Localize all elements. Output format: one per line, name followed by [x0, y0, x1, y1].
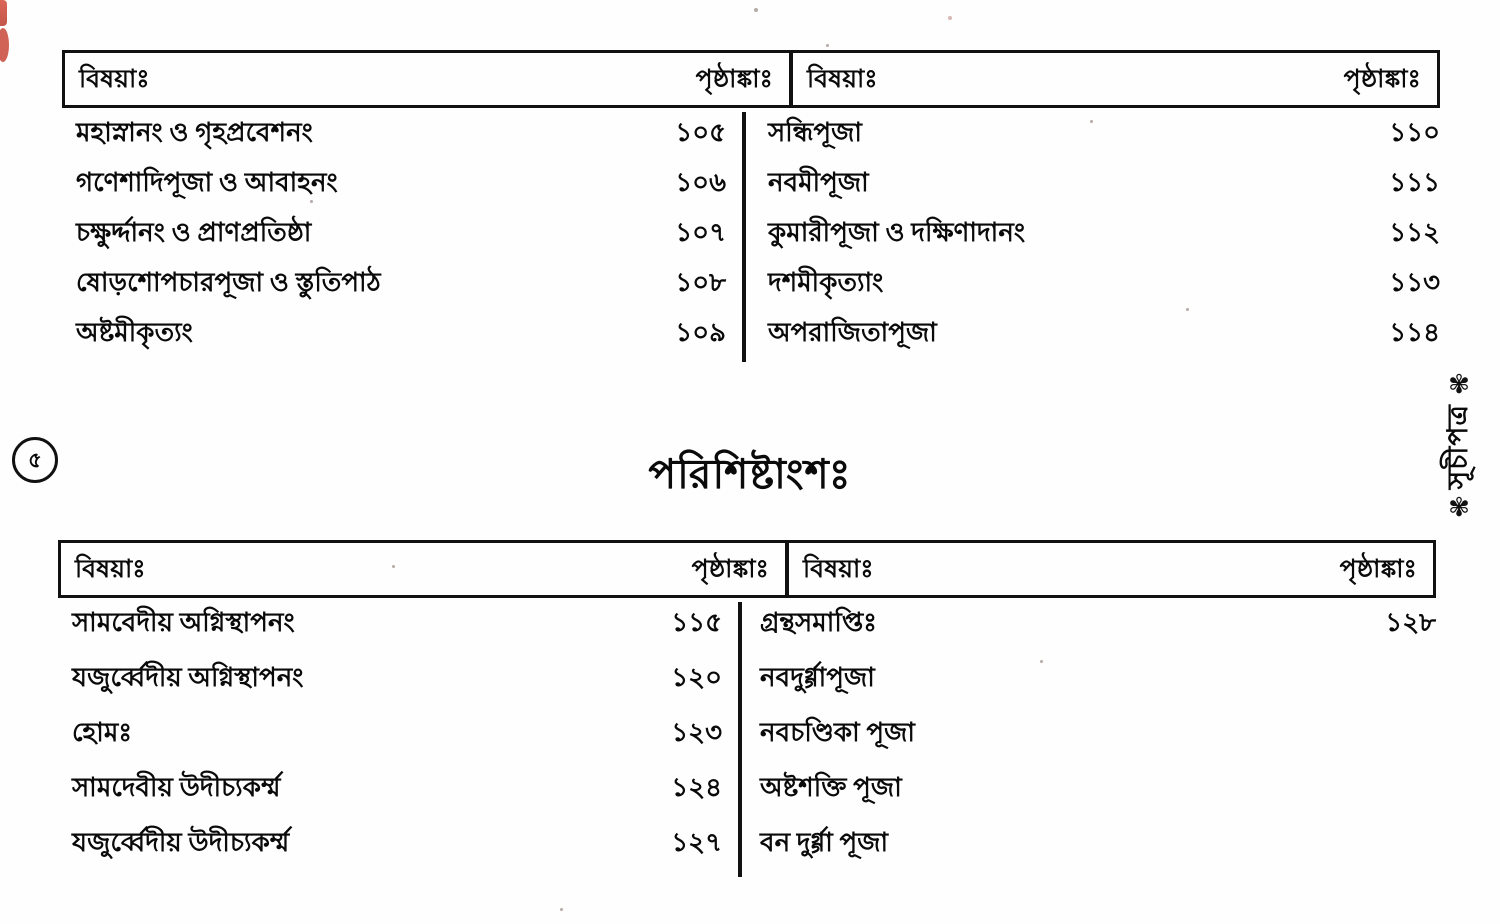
toc-table-body: সামবেদীয় অগ্নিস্থাপনং ১১৫ যজুর্ব্বেদীয়…	[58, 598, 1436, 877]
header-subject-right: বিষয়াঃ	[807, 65, 878, 93]
table-row: সামবেদীয় অগ্নিস্থাপনং ১১৫	[58, 602, 738, 657]
table-row: হোমঃ ১২৩	[58, 712, 738, 767]
row-subject: গ্রন্থসমাপ্তিঃ	[760, 608, 878, 637]
toc-column-right: গ্রন্থসমাপ্তিঃ ১২৮ নবদুর্গ্গাপূজা নবচণ্ড…	[742, 602, 1436, 877]
scan-speck	[1040, 660, 1043, 663]
toc-table-header-row: বিষয়াঃ পৃষ্ঠাঙ্কাঃ বিষয়াঃ পৃষ্ঠাঙ্কাঃ	[62, 50, 1440, 108]
section-heading: পরিশিষ্টাংশঃ	[648, 451, 852, 497]
table-row: মহাস্নানং ও গৃহপ্রবেশনং ১০৫	[62, 112, 742, 162]
header-subject-right: বিষয়াঃ	[803, 555, 874, 583]
row-subject: সামদেবীয় উদীচ্যকর্ম্ম	[72, 773, 281, 802]
row-subject: কুমারীপূজা ও দক্ষিণাদানং	[768, 218, 1026, 247]
row-page-number: ১০৭	[675, 218, 726, 247]
row-page-number: ১২৮	[1385, 608, 1436, 637]
row-page-number: ১১৩	[1389, 268, 1440, 297]
row-subject: সন্ধিপূজা	[768, 118, 863, 147]
table-row: যজুর্ব্বেদীয় উদীচ্যকর্ম্ম ১২৭	[58, 822, 738, 877]
header-page-left: পৃষ্ঠাঙ্কাঃ	[691, 555, 769, 583]
row-subject: বন দুর্গ্গা পূজা	[760, 828, 889, 857]
scan-speck	[392, 565, 395, 568]
running-head: ✾ সূচীপত্র ✾	[1430, 372, 1488, 521]
table-row: নবচণ্ডিকা পূজা	[760, 712, 1436, 767]
header-page-right: পৃষ্ঠাঙ্কাঃ	[1343, 65, 1421, 93]
header-subject-left: বিষয়াঃ	[79, 65, 150, 93]
table-row: অপরাজিতাপূজা ১১৪	[764, 312, 1440, 362]
toc-table-header-row: বিষয়াঃ পৃষ্ঠাঙ্কাঃ বিষয়াঃ পৃষ্ঠাঙ্কাঃ	[58, 540, 1436, 598]
page-folio-marker: ৫	[12, 437, 58, 483]
row-page-number: ১১৪	[1389, 318, 1440, 347]
header-page-left: পৃষ্ঠাঙ্কাঃ	[695, 65, 773, 93]
table-row: গণেশাদিপূজা ও আবাহনং ১০৬	[62, 162, 742, 212]
row-page-number: ১০৬	[675, 168, 726, 197]
row-subject: নবচণ্ডিকা পূজা	[760, 718, 915, 747]
table-row: গ্রন্থসমাপ্তিঃ ১২৮	[760, 602, 1436, 657]
row-subject: দশমীকৃত্যাং	[768, 268, 884, 297]
row-subject: নবদুর্গ্গাপূজা	[760, 663, 875, 692]
toc-column-left: সামবেদীয় অগ্নিস্থাপনং ১১৫ যজুর্ব্বেদীয়…	[58, 602, 738, 877]
row-page-number: ১০৮	[675, 268, 726, 297]
flower-ornament-icon: ✾	[1448, 493, 1470, 523]
scan-speck	[1090, 120, 1093, 123]
toc-table-bottom: বিষয়াঃ পৃষ্ঠাঙ্কাঃ বিষয়াঃ পৃষ্ঠাঙ্কাঃ …	[58, 540, 1436, 877]
scan-speck	[826, 44, 829, 47]
page-folio-number: ৫	[28, 447, 42, 472]
row-page-number: ১০৯	[675, 318, 726, 347]
table-row: বন দুর্গ্গা পূজা	[760, 822, 1436, 877]
row-subject: ষোড়শোপচারপূজা ও স্তুতিপাঠ	[76, 268, 381, 297]
row-page-number: ১১০	[1389, 118, 1440, 147]
row-subject: চক্ষুর্দ্দানং ও প্রাণপ্রতিষ্ঠা	[76, 218, 312, 247]
row-page-number: ১২৭	[671, 828, 722, 857]
row-subject: যজুর্ব্বেদীয় অগ্নিস্থাপনং	[72, 663, 304, 692]
row-page-number: ১১৫	[671, 608, 722, 637]
header-subject-left: বিষয়াঃ	[75, 555, 146, 583]
row-subject: সামবেদীয় অগ্নিস্থাপনং	[72, 608, 295, 637]
table-row: নবমীপূজা ১১১	[764, 162, 1440, 212]
table-row: অষ্টশক্তি পূজা	[760, 767, 1436, 822]
row-subject: যজুর্ব্বেদীয় উদীচ্যকর্ম্ম	[72, 828, 290, 857]
scan-speck	[1186, 308, 1189, 311]
table-row: চক্ষুর্দ্দানং ও প্রাণপ্রতিষ্ঠা ১০৭	[62, 212, 742, 262]
toc-column-left: মহাস্নানং ও গৃহপ্রবেশনং ১০৫ গণেশাদিপূজা …	[62, 112, 742, 362]
table-column-divider	[742, 112, 746, 362]
table-row: ষোড়শোপচারপূজা ও স্তুতিপাঠ ১০৮	[62, 262, 742, 312]
scan-speck	[560, 908, 563, 911]
table-row: অষ্টমীকৃত্যং ১০৯	[62, 312, 742, 362]
row-page-number: ১১২	[1389, 218, 1440, 247]
row-page-number: ১১১	[1389, 168, 1440, 197]
row-subject: নবমীপূজা	[768, 168, 869, 197]
row-page-number: ১২০	[671, 663, 722, 692]
table-column-divider	[738, 602, 742, 877]
table-row: যজুর্ব্বেদীয় অগ্নিস্থাপনং ১২০	[58, 657, 738, 712]
table-row: সামদেবীয় উদীচ্যকর্ম্ম ১২৪	[58, 767, 738, 822]
table-row: সন্ধিপূজা ১১০	[764, 112, 1440, 162]
toc-table-top: বিষয়াঃ পৃষ্ঠাঙ্কাঃ বিষয়াঃ পৃষ্ঠাঙ্কাঃ …	[62, 50, 1440, 362]
header-page-right: পৃষ্ঠাঙ্কাঃ	[1339, 555, 1417, 583]
flower-ornament-icon: ✾	[1448, 370, 1470, 399]
toc-column-right: সন্ধিপূজা ১১০ নবমীপূজা ১১১ কুমারীপূজা ও …	[746, 112, 1440, 362]
row-subject: হোমঃ	[72, 718, 133, 747]
scan-speck	[948, 16, 952, 20]
row-subject: অপরাজিতাপূজা	[768, 318, 937, 347]
header-column-divider	[785, 543, 789, 595]
row-subject: গণেশাদিপূজা ও আবাহনং	[76, 168, 338, 197]
row-subject: মহাস্নানং ও গৃহপ্রবেশনং	[76, 118, 313, 147]
toc-table-body: মহাস্নানং ও গৃহপ্রবেশনং ১০৫ গণেশাদিপূজা …	[62, 108, 1440, 362]
scan-edge-artifact	[0, 0, 7, 26]
table-row: দশমীকৃত্যাং ১১৩	[764, 262, 1440, 312]
row-page-number: ১২৩	[671, 718, 722, 747]
scan-speck	[754, 8, 758, 12]
header-column-divider	[789, 53, 793, 105]
row-subject: অষ্টশক্তি পূজা	[760, 773, 902, 802]
scan-edge-blob	[0, 28, 9, 62]
table-row: কুমারীপূজা ও দক্ষিণাদানং ১১২	[764, 212, 1440, 262]
row-page-number: ১০৫	[675, 118, 726, 147]
row-page-number: ১২৪	[671, 773, 722, 802]
row-subject: অষ্টমীকৃত্যং	[76, 318, 193, 347]
scan-speck	[310, 200, 313, 203]
table-row: নবদুর্গ্গাপূজা	[760, 657, 1436, 712]
